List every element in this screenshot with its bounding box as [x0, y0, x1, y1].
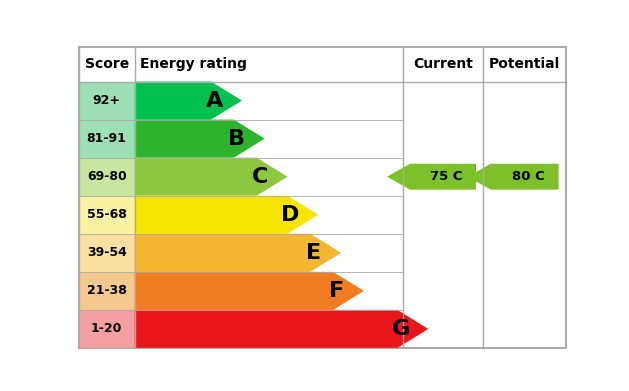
Text: Current: Current [413, 57, 473, 71]
Text: B: B [228, 129, 245, 149]
Polygon shape [467, 164, 559, 190]
Polygon shape [135, 196, 318, 234]
Text: 75 C: 75 C [430, 170, 463, 183]
Text: Energy rating: Energy rating [140, 57, 247, 71]
Text: G: G [391, 319, 409, 339]
Text: 39-54: 39-54 [87, 246, 126, 259]
Text: 81-91: 81-91 [87, 132, 126, 145]
Text: 80 C: 80 C [512, 170, 545, 183]
Polygon shape [135, 272, 364, 310]
Bar [79, 158, 135, 196]
Polygon shape [135, 310, 428, 348]
Text: D: D [281, 205, 300, 225]
Text: 1-20: 1-20 [91, 323, 123, 335]
Bar [79, 234, 135, 272]
Text: F: F [328, 281, 343, 301]
Polygon shape [387, 164, 476, 190]
Polygon shape [135, 158, 287, 196]
Polygon shape [135, 120, 265, 158]
Text: C: C [252, 167, 268, 187]
Text: Potential: Potential [489, 57, 560, 71]
Text: 92+: 92+ [92, 94, 121, 107]
Text: E: E [306, 243, 321, 263]
Bar [79, 120, 135, 158]
Text: 69-80: 69-80 [87, 170, 126, 183]
Polygon shape [135, 82, 242, 120]
Bar [79, 82, 135, 120]
Bar [79, 196, 135, 234]
Text: 21-38: 21-38 [87, 284, 126, 298]
Text: A: A [206, 91, 223, 111]
Polygon shape [135, 234, 341, 272]
Bar [79, 310, 135, 348]
Text: 55-68: 55-68 [87, 208, 126, 221]
Bar [79, 272, 135, 310]
Text: Score: Score [84, 57, 129, 71]
